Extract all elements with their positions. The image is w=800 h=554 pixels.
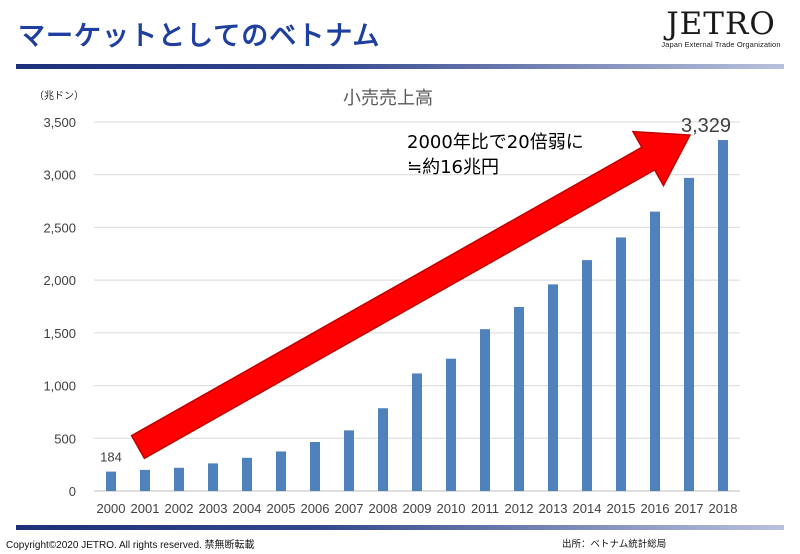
bar — [208, 463, 218, 491]
bar — [616, 237, 626, 491]
jetro-logo: JETRO Japan External Trade Organization — [656, 6, 786, 49]
x-tick-label: 2012 — [505, 501, 534, 516]
y-tick-label: 1,500 — [43, 326, 76, 341]
y-tick-label: 3,500 — [43, 115, 76, 130]
bar — [242, 457, 252, 491]
bar — [718, 140, 728, 491]
bar — [412, 373, 422, 491]
x-tick-label: 2017 — [675, 501, 704, 516]
y-tick-label: 0 — [69, 484, 76, 499]
y-tick-label: 2,500 — [43, 220, 76, 235]
bar — [174, 467, 184, 491]
growth-arrow-icon — [130, 130, 692, 460]
y-tick-label: 1,000 — [43, 379, 76, 394]
bar — [276, 451, 286, 491]
x-tick-label: 2002 — [165, 501, 194, 516]
data-label: 184 — [100, 450, 122, 465]
x-tick-label: 2009 — [403, 501, 432, 516]
bar — [548, 284, 558, 491]
y-tick-label: 2,000 — [43, 273, 76, 288]
logo-wordmark: JETRO — [666, 6, 776, 42]
logo-subtitle: Japan External Trade Organization — [661, 40, 781, 49]
x-tick-label: 2000 — [97, 501, 126, 516]
x-tick-label: 2016 — [641, 501, 670, 516]
source-note: 出所：ベトナム統計総局 — [562, 539, 667, 550]
data-label: 3,329 — [681, 115, 731, 137]
y-tick-label: 3,000 — [43, 168, 76, 183]
x-tick-label: 2005 — [267, 501, 296, 516]
bar — [684, 177, 694, 491]
chart-title: 小売売上高 — [343, 88, 433, 109]
x-tick-label: 2014 — [573, 501, 602, 516]
y-axis-unit-label: （兆ドン） — [34, 90, 84, 102]
x-tick-label: 2008 — [369, 501, 398, 516]
bar — [514, 307, 524, 491]
x-tick-label: 2013 — [539, 501, 568, 516]
y-tick-label: 500 — [54, 431, 76, 446]
copyright-notice: Copyright©2020 JETRO. All rights reserve… — [6, 540, 255, 551]
footer-divider — [16, 525, 784, 530]
bar — [582, 260, 592, 491]
x-tick-label: 2007 — [335, 501, 364, 516]
bar — [378, 408, 388, 491]
bar — [310, 441, 320, 491]
annotation-line-1: 2000年比で20倍弱に — [407, 132, 584, 153]
bar — [140, 469, 150, 491]
x-tick-label: 2003 — [199, 501, 228, 516]
bar — [106, 471, 116, 491]
x-tick-label: 2010 — [437, 501, 466, 516]
x-tick-label: 2004 — [233, 501, 262, 516]
bar — [446, 358, 456, 491]
bar — [344, 430, 354, 491]
x-tick-label: 2015 — [607, 501, 636, 516]
x-tick-label: 2006 — [301, 501, 330, 516]
bar — [650, 211, 660, 491]
x-tick-label: 2011 — [471, 501, 499, 516]
header-divider — [16, 64, 784, 69]
bar — [480, 329, 490, 491]
retail-sales-chart: 小売売上高 （兆ドン） 0 500 1,000 1,500 2,000 2,500 3,000 3… — [34, 88, 740, 516]
x-tick-label: 2001 — [131, 501, 160, 516]
slide-title: マーケットとしてのベトナム — [18, 21, 381, 52]
annotation-line-2: ≒約16兆円 — [407, 157, 499, 178]
x-tick-label: 2018 — [709, 501, 738, 516]
